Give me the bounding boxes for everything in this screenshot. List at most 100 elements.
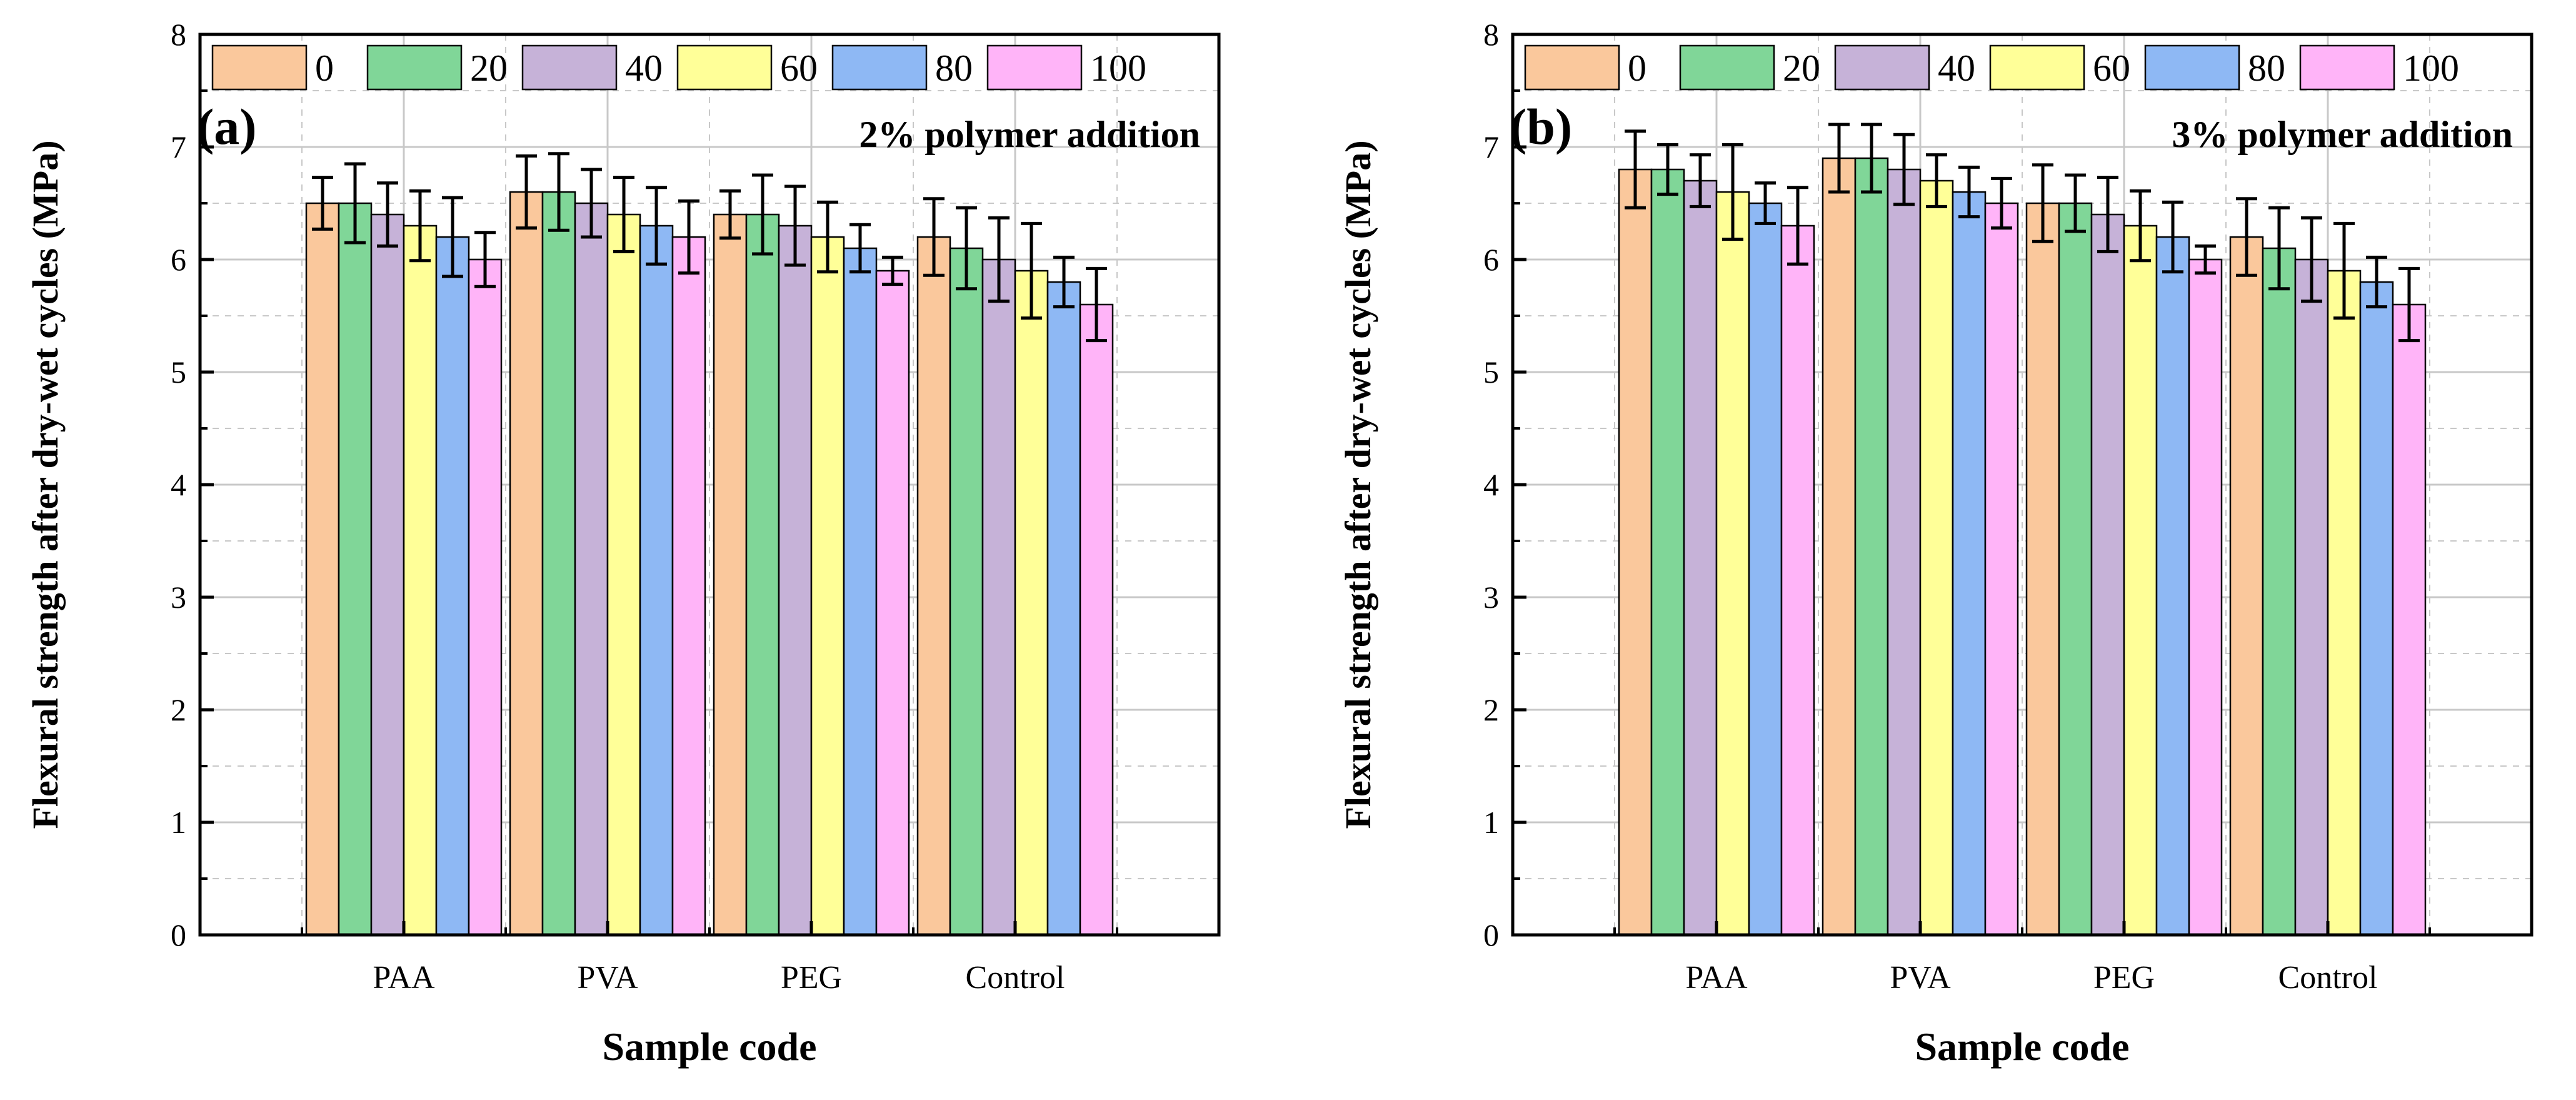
error-bar-PAA-0: [1625, 129, 1646, 209]
bar-Control-60: [2327, 270, 2362, 936]
bar-PEG-60: [2123, 225, 2158, 936]
legend-item-0: 0: [1524, 44, 1646, 91]
legend-item-20: 20: [366, 44, 508, 91]
y-tick-label: 1: [171, 805, 186, 840]
bar-PAA-40: [370, 213, 405, 936]
bar-PAA-20: [338, 202, 373, 936]
x-tick-label: Control: [966, 960, 1065, 996]
error-bar-PVA-0: [516, 154, 537, 230]
legend: 0 20 40 60 80 100: [1524, 44, 2459, 91]
error-bar-PAA-40: [1690, 153, 1711, 208]
bar-PAA-80: [435, 236, 470, 936]
y-axis-label: Flexural strength after dry-wet cycles (…: [1338, 140, 1378, 829]
bar-PVA-40: [574, 202, 609, 936]
error-bar-PAA-100: [474, 231, 496, 288]
error-bar-PEG-60: [817, 200, 838, 274]
bar-Control-40: [981, 258, 1016, 936]
legend-label: 20: [470, 48, 508, 89]
bar-Control-0: [2229, 236, 2264, 936]
error-bar-Control-80: [2366, 255, 2387, 309]
bar-PEG-0: [2025, 202, 2060, 936]
bar-Control-100: [1079, 303, 1114, 936]
bar-PAA-0: [1618, 168, 1653, 936]
legend-swatch: [676, 44, 773, 91]
bar-Control-40: [2294, 258, 2329, 936]
error-bar-PVA-40: [581, 168, 602, 239]
error-bar-PVA-40: [1893, 133, 1915, 206]
x-tick-label: PAA: [1685, 960, 1748, 996]
error-bar-PEG-80: [849, 223, 871, 274]
error-bar-PEG-80: [2162, 200, 2183, 274]
error-bar-Control-100: [1086, 266, 1107, 343]
legend-label: 0: [315, 48, 334, 89]
bar-PEG-0: [713, 213, 748, 936]
bar-PVA-0: [1822, 157, 1857, 936]
y-tick-label: 3: [171, 580, 186, 615]
legend-swatch: [1989, 44, 2085, 91]
x-axis-label: Sample code: [602, 1024, 816, 1069]
annotation: 3% polymer addition: [2172, 114, 2513, 155]
bar-PVA-20: [1854, 157, 1889, 936]
bar-PAA-60: [1715, 191, 1750, 936]
error-bar-Control-60: [2333, 221, 2355, 320]
bar-Control-80: [2359, 281, 2394, 936]
error-bar-PEG-20: [2065, 173, 2086, 233]
bar-PEG-40: [2090, 213, 2125, 936]
legend-swatch: [1524, 44, 1620, 91]
bar-PAA-100: [468, 258, 503, 936]
bar-PEG-100: [875, 270, 910, 936]
bar-PVA-100: [1984, 202, 2019, 936]
y-tick-label: 0: [1483, 917, 1499, 952]
error-bar-PEG-100: [882, 255, 903, 286]
bar-PVA-60: [606, 213, 641, 936]
y-tick-label: 7: [1483, 129, 1499, 164]
legend-item-60: 60: [1989, 44, 2130, 91]
bar-PVA-40: [1887, 168, 1922, 936]
legend-swatch: [366, 44, 463, 91]
error-bar-PVA-100: [1991, 176, 2012, 230]
chart-panel-a: 0 1 2 3 4 5 6 7 8 PAA PVA PEG Control (a) 0 20 40 60 80…: [25, 17, 1221, 1069]
legend-label: 40: [1938, 48, 1975, 89]
error-bar-PEG-0: [719, 189, 741, 240]
error-bar-PAA-40: [377, 181, 398, 248]
bar-Control-0: [916, 236, 951, 936]
bar-PAA-0: [305, 202, 340, 936]
error-bar-PVA-0: [1828, 123, 1850, 194]
bars: [1618, 157, 2427, 936]
y-tick-label: 4: [171, 467, 186, 502]
error-bar-PEG-20: [752, 173, 773, 256]
bar-Control-100: [2392, 303, 2427, 936]
error-bar-Control-40: [988, 216, 1010, 303]
bar-PEG-100: [2188, 258, 2223, 936]
error-bar-PVA-80: [646, 186, 667, 266]
bar-PEG-40: [778, 225, 813, 936]
bar-PVA-0: [509, 191, 544, 936]
bar-PEG-80: [2155, 236, 2190, 936]
y-tick-label: 5: [1483, 355, 1499, 390]
error-bars: [1625, 123, 2420, 343]
bar-PVA-80: [1952, 191, 1987, 936]
legend-item-60: 60: [676, 44, 818, 91]
legend-swatch: [1679, 44, 1775, 91]
bar-Control-20: [949, 247, 984, 936]
legend-swatch: [521, 44, 618, 91]
annotation: 2% polymer addition: [859, 114, 1200, 155]
error-bar-PAA-80: [1755, 181, 1776, 225]
x-tick-label: Control: [2278, 960, 2378, 996]
error-bar-Control-60: [1021, 221, 1042, 320]
y-tick-label: 2: [171, 692, 186, 727]
error-bar-PAA-100: [1787, 186, 1808, 266]
x-ticks: PAA PVA PEG Control: [301, 921, 1118, 996]
legend-swatch: [211, 44, 308, 91]
y-tick-label: 8: [171, 17, 186, 52]
bar-PEG-60: [810, 236, 845, 936]
error-bar-PEG-0: [2032, 163, 2053, 243]
error-bars: [312, 152, 1107, 343]
bar-PEG-20: [2058, 202, 2093, 936]
bar-Control-20: [2262, 247, 2297, 936]
x-ticks: PAA PVA PEG Control: [1613, 921, 2431, 996]
error-bar-PAA-60: [1722, 143, 1743, 241]
error-bar-PVA-80: [1958, 165, 1980, 219]
bar-PVA-60: [1919, 179, 1954, 936]
